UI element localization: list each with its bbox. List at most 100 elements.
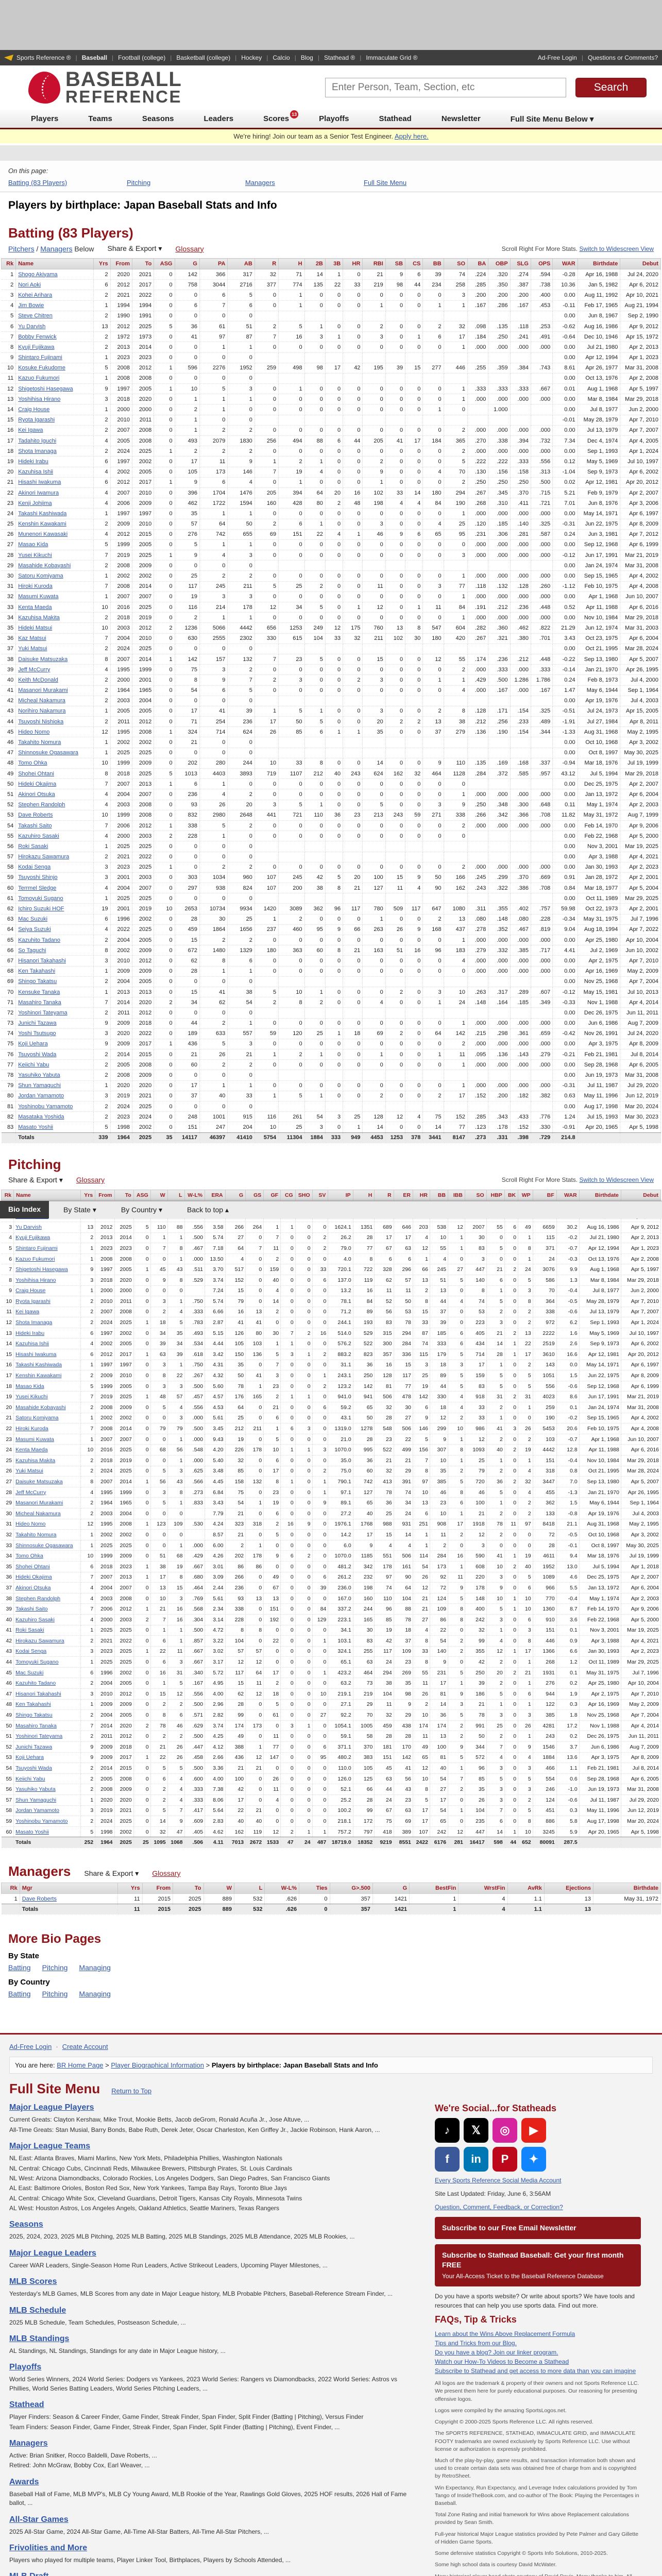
player-link[interactable]: Ryota Igarashi: [15, 1298, 50, 1304]
footer-section-title[interactable]: Major League Teams: [9, 2142, 91, 2151]
col-L[interactable]: L: [233, 1882, 265, 1894]
col-SLG[interactable]: SLG: [510, 258, 531, 269]
player-link[interactable]: Masanori Murakami: [15, 1500, 63, 1506]
topbar-link[interactable]: Basketball (college): [176, 54, 231, 61]
player-link[interactable]: Hisanori Takahashi: [15, 1690, 61, 1697]
player-link[interactable]: Kazuo Fukumori: [18, 375, 60, 382]
col-ERA[interactable]: ERA: [205, 1189, 226, 1201]
col-Ties[interactable]: Ties: [299, 1882, 330, 1894]
col-Name[interactable]: Name: [15, 258, 94, 269]
player-link[interactable]: Munenori Kawasaki: [18, 531, 68, 538]
topbar-link[interactable]: Calcio: [273, 54, 290, 61]
feedback-link[interactable]: Question, Comment, Feedback, or Correcti…: [435, 2204, 563, 2211]
player-link[interactable]: Masahiro Tanaka: [15, 1722, 57, 1729]
player-link[interactable]: Kyuji Fujikawa: [15, 1234, 50, 1241]
col-G[interactable]: G: [225, 1189, 246, 1201]
footer-section-title[interactable]: Awards: [9, 2477, 39, 2486]
player-link[interactable]: Kyuji Fujikawa: [18, 344, 55, 350]
player-link[interactable]: Hideo Nomo: [18, 728, 50, 735]
player-link[interactable]: Kaz Matsui: [18, 635, 46, 642]
player-link[interactable]: Keiichi Yabu: [15, 1775, 45, 1782]
player-link[interactable]: Shigetoshi Hasegawa: [18, 385, 73, 392]
col-WAR[interactable]: WAR: [552, 258, 578, 269]
col-Yrs[interactable]: Yrs: [93, 258, 111, 269]
player-link[interactable]: Hideki Irabu: [15, 1330, 45, 1336]
player-link[interactable]: Shintaro Fujinami: [15, 1245, 58, 1251]
topbar-link[interactable]: Football (college): [118, 54, 166, 61]
player-link[interactable]: So Taguchi: [18, 947, 46, 954]
player-link[interactable]: Shun Yamaguchi: [18, 1082, 61, 1089]
col-G[interactable]: G: [174, 258, 200, 269]
player-link[interactable]: Dave Roberts: [18, 812, 53, 819]
player-link[interactable]: Steve Chitren: [18, 313, 53, 319]
player-link[interactable]: Tomo Ohka: [15, 1553, 43, 1560]
bio-group-link[interactable]: Managing: [79, 1990, 111, 1998]
col-SB[interactable]: SB: [385, 258, 406, 269]
player-link[interactable]: Yoshinobu Yamamoto: [15, 1818, 68, 1824]
col-R[interactable]: R: [254, 258, 279, 269]
player-link[interactable]: Takahito Nomura: [18, 739, 61, 746]
col-SHO[interactable]: SHO: [295, 1189, 313, 1201]
player-link[interactable]: Hideki Okajima: [18, 781, 57, 787]
pinterest-icon[interactable]: P: [493, 2147, 517, 2172]
x-icon[interactable]: 𝕏: [464, 2118, 488, 2143]
topbar-link[interactable]: Blog: [300, 54, 313, 61]
player-link[interactable]: Hideo Nomo: [15, 1521, 46, 1528]
player-link[interactable]: Shota Imanaga: [15, 1319, 53, 1326]
col-WP[interactable]: WP: [518, 1189, 533, 1201]
footer-section-title[interactable]: Managers: [9, 2438, 48, 2448]
player-link[interactable]: Kazuhito Tadano: [15, 1680, 56, 1687]
player-link[interactable]: Roki Sasaki: [15, 1627, 44, 1634]
player-link[interactable]: Kodai Senga: [15, 1648, 47, 1655]
col-PA[interactable]: PA: [199, 258, 228, 269]
player-link[interactable]: Takashi Kashiwada: [18, 510, 67, 517]
widescreen-link[interactable]: Switch to Widescreen View: [579, 245, 654, 252]
player-link[interactable]: Jeff McCurry: [15, 1489, 46, 1496]
player-link[interactable]: Shinnosuke Ogasawara: [15, 1542, 73, 1549]
col-BB[interactable]: BB: [429, 1189, 449, 1201]
bluesky-icon[interactable]: ✦: [521, 2147, 546, 2172]
col-H[interactable]: H: [278, 258, 305, 269]
topbar-link[interactable]: Hockey: [241, 54, 262, 61]
faq-link[interactable]: Watch our How-To Videos to Become a Stat…: [435, 2358, 569, 2366]
player-link[interactable]: Jim Bowie: [18, 302, 44, 309]
player-link[interactable]: Takahito Nomura: [15, 1531, 57, 1538]
nav-item-seasons[interactable]: Seasons: [142, 114, 174, 123]
footer-section-title[interactable]: Playoffs: [9, 2363, 42, 2372]
player-link[interactable]: Yuki Matsui: [18, 646, 47, 652]
faq-link[interactable]: Do you have a blog? Join our linker prog…: [435, 2349, 558, 2357]
col-BA[interactable]: BA: [467, 258, 489, 269]
player-link[interactable]: Tsuyoshi Shinjo: [18, 874, 58, 881]
player-link[interactable]: Shohei Ohtani: [15, 1563, 50, 1570]
player-link[interactable]: Kazuhisa Makita: [18, 614, 60, 621]
on-page-link[interactable]: Pitching: [127, 179, 151, 187]
player-link[interactable]: Seiya Suzuki: [18, 926, 51, 933]
player-link[interactable]: Daisuke Matsuzaka: [15, 1478, 63, 1485]
player-link[interactable]: Tomo Ohka: [18, 760, 47, 767]
col-OPS[interactable]: OPS: [530, 258, 553, 269]
footer-section-title[interactable]: All-Star Games: [9, 2515, 69, 2524]
player-link[interactable]: Akinori Otsuka: [15, 1584, 51, 1591]
player-link[interactable]: Shigetoshi Hasegawa: [15, 1266, 68, 1273]
player-link[interactable]: Ichiro Suzuki HOF: [18, 906, 64, 912]
player-link[interactable]: Norihiro Nakamura: [18, 708, 66, 715]
col-To[interactable]: To: [173, 1882, 204, 1894]
col-Ejections[interactable]: Ejections: [544, 1882, 594, 1894]
col-BF[interactable]: BF: [532, 1189, 557, 1201]
player-link[interactable]: Ken Takahashi: [18, 968, 56, 975]
player-link[interactable]: Nori Aoki: [18, 281, 41, 288]
on-page-link[interactable]: Managers: [245, 179, 275, 187]
newsletter-box[interactable]: Subscribe to our Free Email Newsletter: [435, 2217, 641, 2240]
player-link[interactable]: Masato Yoshii: [15, 1828, 49, 1835]
col-ASG[interactable]: ASG: [154, 258, 175, 269]
player-link[interactable]: Jordan Yamamoto: [18, 1093, 64, 1099]
player-link[interactable]: Kazuhisa Makita: [15, 1457, 56, 1464]
social-accounts-link[interactable]: Every Sports Reference Social Media Acco…: [435, 2177, 562, 2184]
col-HBP[interactable]: HBP: [486, 1189, 505, 1201]
search-button[interactable]: Search: [575, 78, 647, 97]
managers-anchor-link[interactable]: Managers: [40, 244, 73, 253]
footer-account-link[interactable]: Create Account: [62, 2043, 108, 2051]
player-link[interactable]: Jeff McCurry: [18, 666, 50, 673]
col-2B[interactable]: 2B: [304, 258, 326, 269]
col-3B[interactable]: 3B: [325, 258, 344, 269]
